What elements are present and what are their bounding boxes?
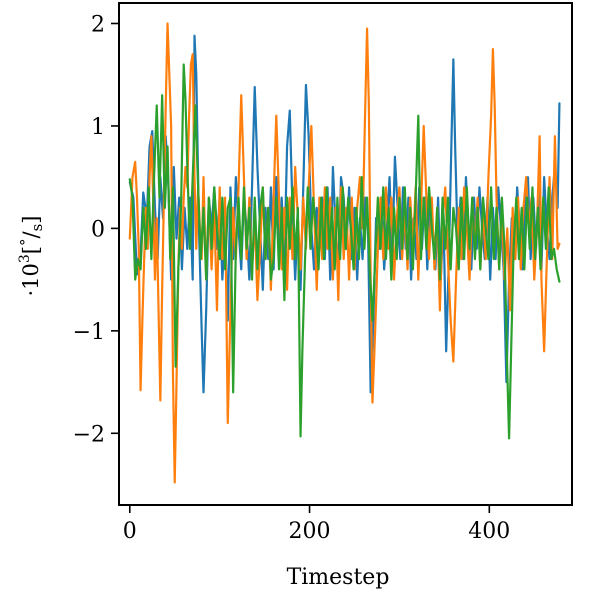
series-layer	[128, 22, 561, 484]
y-tick-label: −2	[73, 422, 105, 447]
x-tick-label: 0	[123, 519, 137, 544]
y-tick-label: 2	[91, 12, 105, 37]
y-tick-label: 1	[91, 115, 105, 140]
y-axis-label-prefix: ·10	[19, 263, 43, 296]
series-line-3	[128, 63, 561, 440]
x-tick-label: 400	[468, 519, 510, 544]
y-axis-label-slash: /	[19, 230, 43, 238]
x-tick-label: 200	[289, 519, 331, 544]
ticks-layer: 0 200 400 −2 −1 0 1 2	[73, 12, 511, 544]
y-tick-label: −1	[73, 320, 105, 345]
y-axis-label-bracket-close: ]	[19, 215, 43, 223]
plot-frame	[118, 2, 573, 506]
series-line-2	[128, 22, 561, 484]
x-axis-label: Timestep	[287, 565, 390, 590]
y-axis-label-exponent: 3	[17, 254, 33, 263]
y-axis-label-bracket-open: [	[19, 246, 43, 254]
y-axis-label-unit-den: s	[28, 224, 46, 232]
axes-layer	[118, 2, 573, 506]
y-axis-label-unit-num: °	[17, 238, 35, 246]
y-axis-label: ·103[°/s]	[17, 215, 46, 296]
y-tick-label: 0	[91, 217, 105, 242]
